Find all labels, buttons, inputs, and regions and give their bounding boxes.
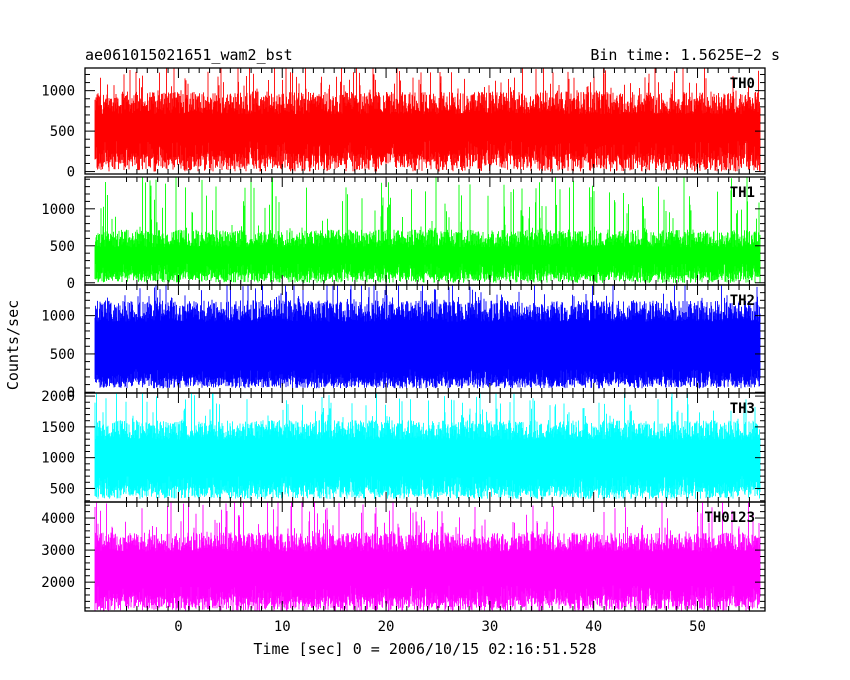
series-th0: [94, 68, 761, 172]
y-tick-label: 1000: [41, 451, 75, 467]
y-tick-label: 4000: [41, 511, 75, 527]
x-tick-labels: 0 10 20 30 40 50: [174, 619, 706, 635]
x-tick-label: 50: [689, 619, 706, 635]
y-tick-label: 500: [50, 124, 75, 140]
x-tick-label: 30: [481, 619, 498, 635]
panel-label-th1: TH1: [730, 185, 755, 201]
y-axis-label: Counts/sec: [4, 300, 22, 390]
panel-label-th0: TH0: [730, 76, 755, 92]
panel-th1: 0 500 1000 TH1: [41, 176, 766, 292]
x-axis-label: Time [sec] 0 = 2006/10/15 02:16:51.528: [253, 640, 596, 658]
panel-label-th0123: TH0123: [704, 510, 755, 526]
panel-th2: 0 500 1000 TH2: [41, 284, 766, 401]
y-tick-label: 1000: [41, 202, 75, 218]
panel-th0123: 2000 3000 4000 TH0123: [41, 501, 766, 612]
x-tick-label: 0: [174, 619, 182, 635]
y-tick-label: 500: [50, 239, 75, 255]
y-tick-label: 3000: [41, 543, 75, 559]
y-tick-label: 0: [67, 385, 75, 401]
panel-label-th2: TH2: [730, 293, 755, 309]
series-th2: [94, 285, 761, 389]
series-th0123: [94, 502, 761, 611]
panels-group: 0 500 1000 TH0 0 500 1000 TH1 0 500 1000 TH2 500 1000…: [41, 67, 766, 612]
panel-th0: 0 500 1000 TH0: [41, 67, 766, 181]
bin-time-label: Bin time: 1.5625E−2 s: [590, 46, 780, 64]
chart-title: ae061015021651_wam2_bst: [85, 46, 293, 64]
series-th1: [94, 177, 761, 283]
y-tick-label: 1500: [41, 420, 75, 436]
y-tick-label: 2000: [41, 389, 75, 405]
y-tick-label: 0: [67, 276, 75, 292]
panel-th3: 500 1000 1500 2000 TH3: [41, 389, 766, 503]
y-tick-label: 2000: [41, 575, 75, 591]
y-tick-label: 1000: [41, 84, 75, 100]
x-tick-label: 10: [274, 619, 291, 635]
y-tick-label: 500: [50, 481, 75, 497]
y-tick-label: 500: [50, 347, 75, 363]
panel-frame: [84, 67, 766, 175]
panel-label-th3: TH3: [730, 401, 755, 417]
x-tick-label: 20: [378, 619, 395, 635]
y-tick-label: 1000: [41, 309, 75, 325]
x-tick-label: 40: [585, 619, 602, 635]
series-th3: [94, 393, 761, 499]
y-tick-label: 0: [67, 165, 75, 181]
